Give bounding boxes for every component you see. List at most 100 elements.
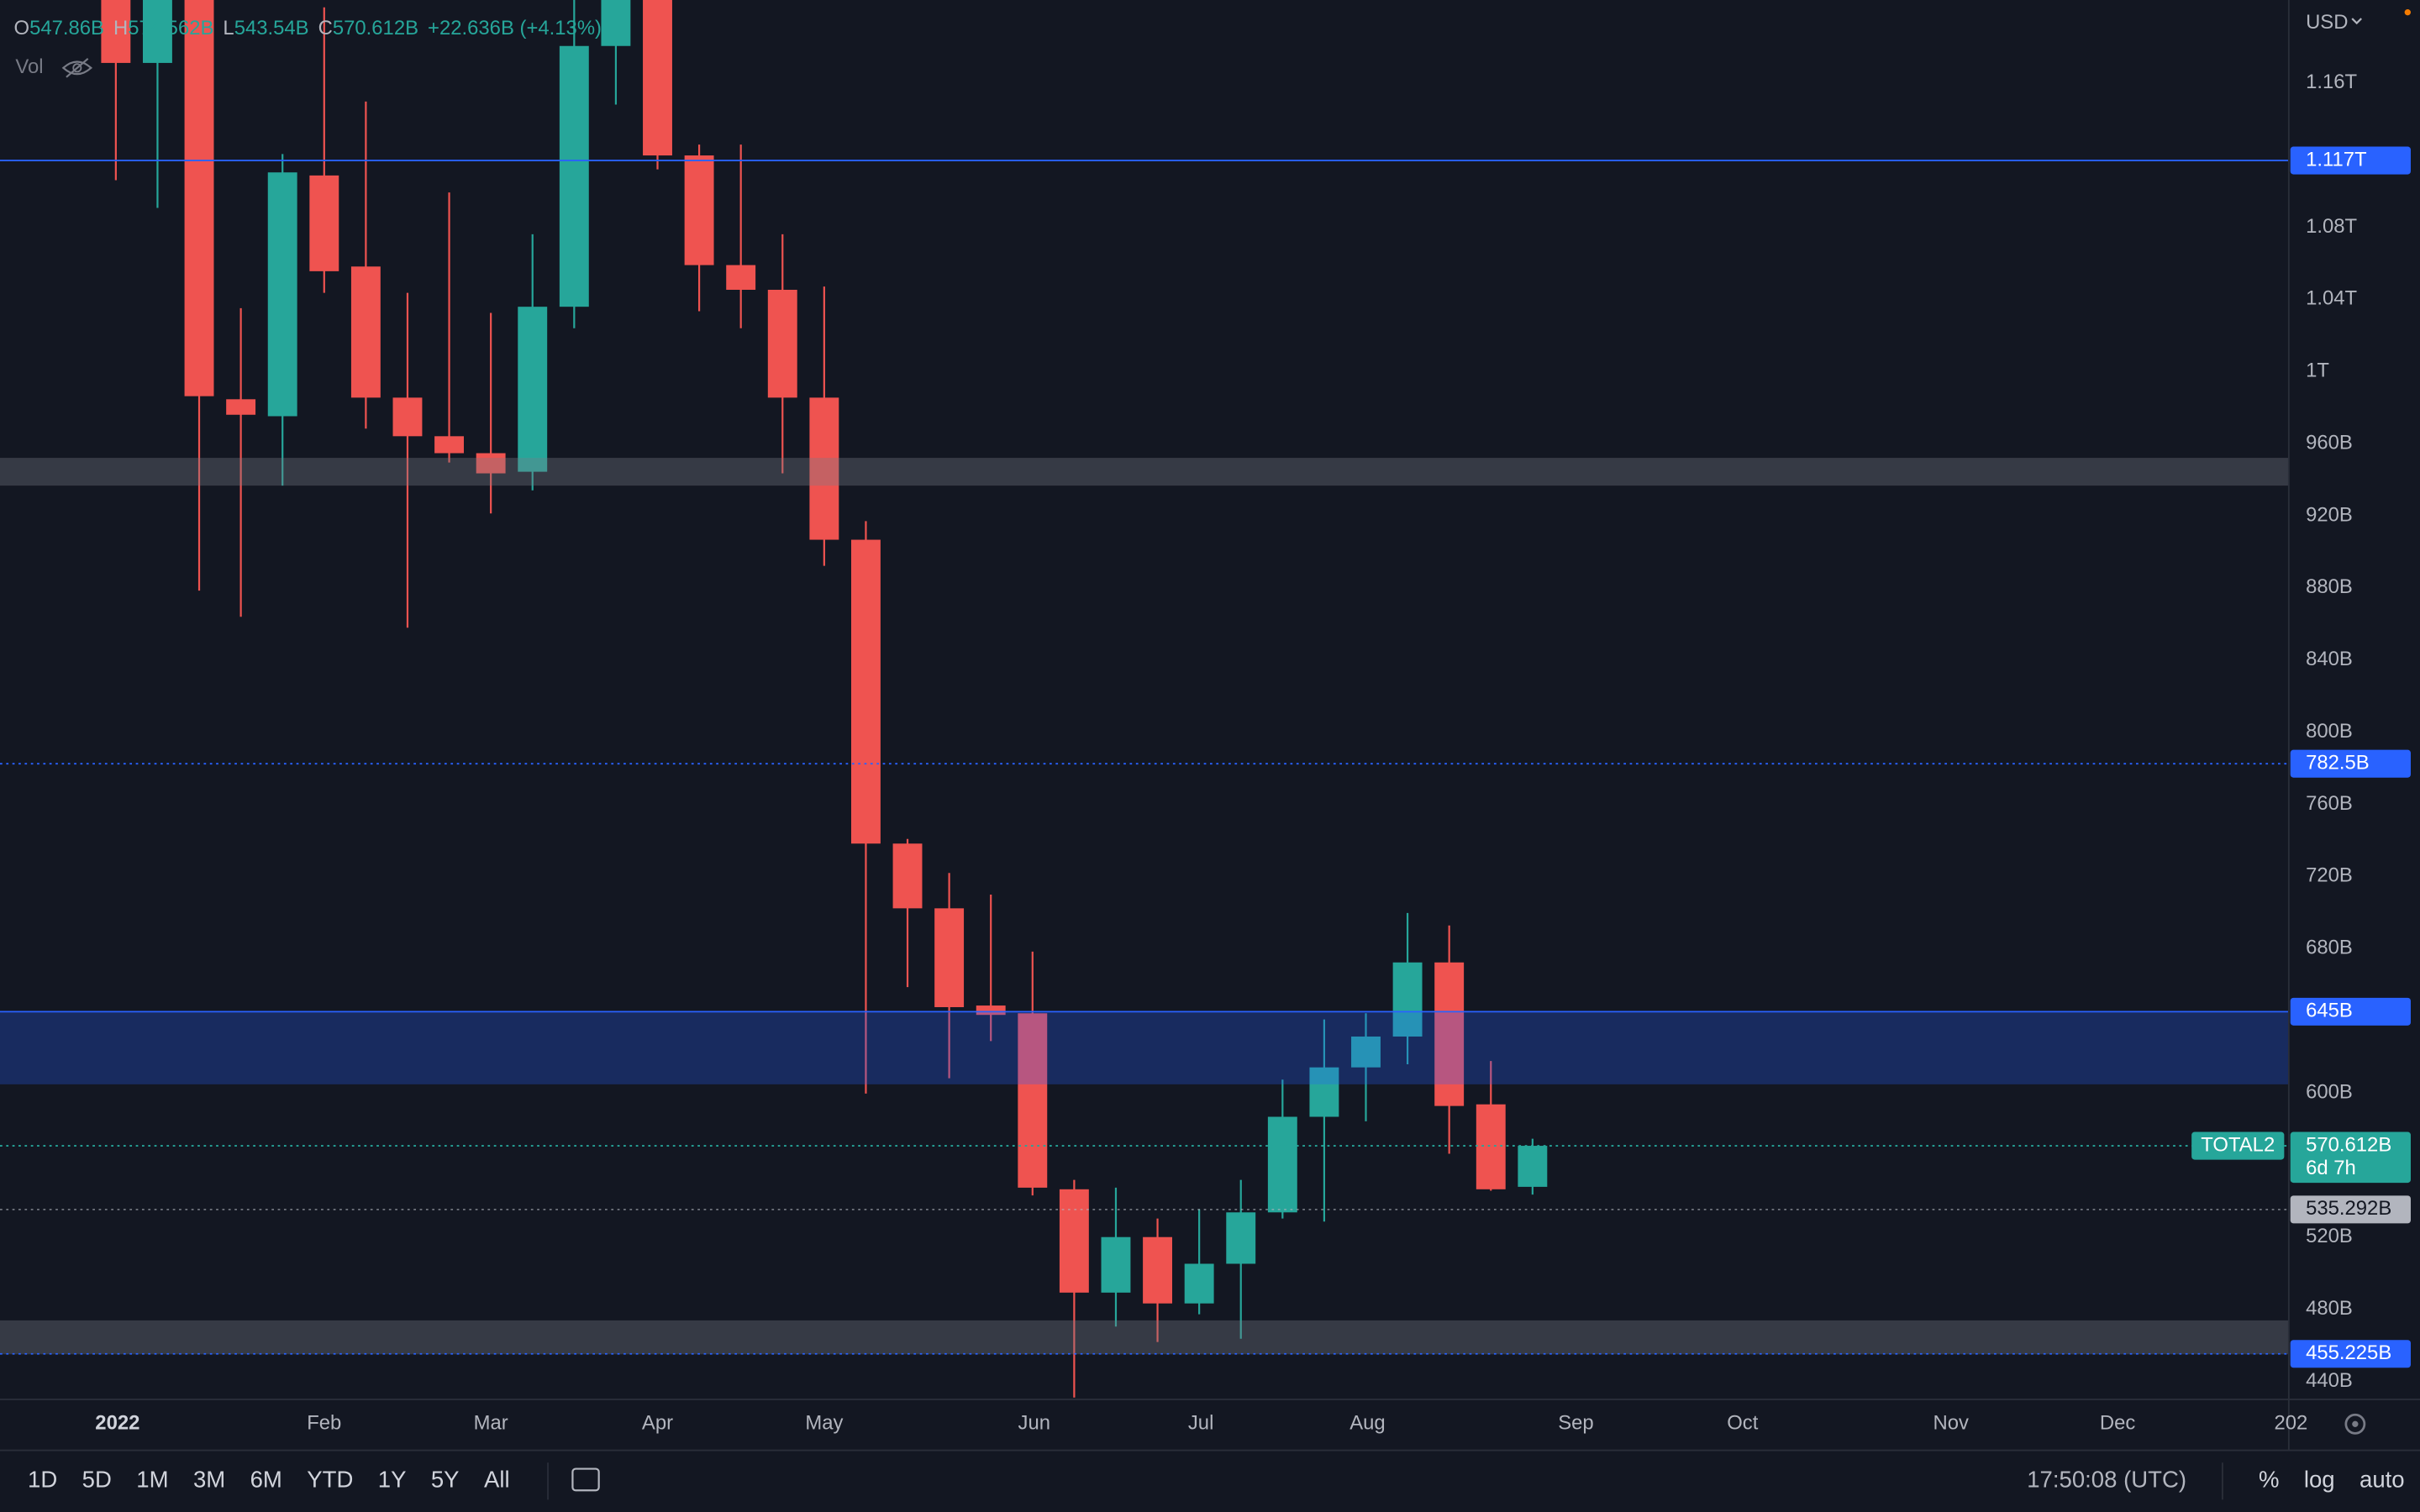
- candle-body: [1392, 962, 1423, 1037]
- price-label-box: [2290, 997, 2411, 1026]
- legend-key: H: [113, 17, 128, 39]
- settings-icon[interactable]: [2344, 1413, 2366, 1435]
- candle-body: [184, 0, 214, 396]
- x-tick-label: Nov: [1933, 1412, 1969, 1435]
- legend-key: O: [14, 17, 30, 39]
- x-tick-label: Feb: [307, 1412, 341, 1435]
- price-label: 570.612B: [2306, 1133, 2391, 1156]
- legend-change: +22.636B (+4.13%): [428, 17, 602, 39]
- x-tick-label: Apr: [642, 1412, 673, 1435]
- x-tick-label: Oct: [1727, 1412, 1758, 1435]
- x-tick-label: 2022: [95, 1412, 139, 1435]
- y-tick-label: 1T: [2306, 360, 2329, 382]
- candle-body: [1143, 1236, 1173, 1304]
- candle-body: [1351, 1036, 1381, 1068]
- y-tick-label: 880B: [2306, 575, 2353, 598]
- y-tick-label: 720B: [2306, 864, 2353, 887]
- price-label-box: [2290, 749, 2411, 778]
- candle-body: [392, 397, 423, 437]
- candle-body: [1518, 1146, 1548, 1187]
- volume-label: Vol: [15, 55, 43, 78]
- x-tick-label: Dec: [2100, 1412, 2136, 1435]
- interval-button[interactable]: 1D: [28, 1467, 57, 1493]
- x-tick-label: Aug: [1349, 1412, 1385, 1435]
- candle-body: [1434, 962, 1465, 1106]
- candle-body: [809, 397, 839, 540]
- y-tick-label: 480B: [2306, 1297, 2353, 1320]
- chart-option[interactable]: auto: [2360, 1467, 2405, 1493]
- y-tick-label: 440B: [2306, 1369, 2353, 1392]
- interval-button[interactable]: 1Y: [378, 1467, 407, 1493]
- currency[interactable]: USD: [2306, 11, 2348, 34]
- y-tick-label: 520B: [2306, 1225, 2353, 1247]
- candle-body: [976, 1005, 1006, 1016]
- legend-value: 543.54B: [234, 17, 309, 39]
- candle-body: [434, 436, 465, 454]
- price-label-box: [2290, 1195, 2411, 1224]
- candle-body: [601, 0, 631, 46]
- candle-body: [726, 265, 756, 290]
- interval-button[interactable]: 3M: [193, 1467, 225, 1493]
- interval-button[interactable]: 5D: [82, 1467, 112, 1493]
- candle-body: [559, 45, 589, 307]
- zone: [0, 458, 2289, 486]
- candle-body: [226, 399, 256, 415]
- date-range-icon[interactable]: [571, 1467, 600, 1492]
- hide-icon[interactable]: [61, 57, 93, 78]
- candle-body: [1101, 1236, 1131, 1293]
- candle-body: [267, 172, 297, 417]
- ohlc-legend: O547.86B H574.562B L543.54B C570.612B +22.63…: [14, 17, 602, 39]
- y-tick-label: 600B: [2306, 1080, 2353, 1103]
- interval-button[interactable]: All: [484, 1467, 510, 1493]
- legend-value: 547.86B: [29, 17, 104, 39]
- clock: 17:50:08 (UTC): [2027, 1467, 2186, 1493]
- price-label-box: [2290, 1340, 2411, 1368]
- x-tick-label: May: [805, 1412, 843, 1435]
- interval-button[interactable]: 1M: [136, 1467, 168, 1493]
- candle-body: [643, 0, 672, 156]
- candle-body: [476, 453, 506, 474]
- candle-body: [767, 289, 797, 398]
- price-label: 782.5B: [2306, 751, 2370, 774]
- x-tick-label: 202: [2274, 1412, 2307, 1435]
- y-tick-label: 680B: [2306, 937, 2353, 959]
- zone: [0, 1320, 2289, 1355]
- interval-button[interactable]: 5Y: [431, 1467, 460, 1493]
- candle-body: [1309, 1067, 1339, 1117]
- candle-body: [101, 0, 131, 63]
- y-tick-label: 1.04T: [2306, 287, 2357, 310]
- legend-value: 574.562B: [128, 17, 213, 39]
- price-label: 645B: [2306, 1000, 2353, 1022]
- candle-body: [1476, 1104, 1506, 1189]
- price-label: 455.225B: [2306, 1341, 2391, 1364]
- candle-body: [1059, 1189, 1089, 1293]
- candle-body: [1018, 1013, 1048, 1188]
- x-tick-label: Mar: [474, 1412, 508, 1435]
- candle-body: [850, 539, 881, 844]
- interval-button[interactable]: 6M: [250, 1467, 282, 1493]
- price-label-box: [2290, 146, 2411, 175]
- y-tick-label: 1.16T: [2306, 71, 2357, 93]
- y-tick-label: 840B: [2306, 648, 2353, 670]
- interval-button[interactable]: YTD: [307, 1467, 353, 1493]
- price-label: 1.117T: [2306, 148, 2367, 171]
- candle-body: [1184, 1263, 1214, 1304]
- zone: [0, 1011, 2289, 1084]
- chart-option[interactable]: log: [2304, 1467, 2335, 1493]
- x-tick-label: Jul: [1188, 1412, 1213, 1435]
- x-tick-label: Jun: [1018, 1412, 1050, 1435]
- candle-body: [1267, 1116, 1297, 1213]
- candle-body: [518, 307, 548, 472]
- candle-body: [309, 175, 339, 271]
- y-tick-label: 920B: [2306, 503, 2353, 526]
- plot-area: [0, 0, 2289, 1398]
- y-tick-label: 960B: [2306, 431, 2353, 454]
- status-dot: [2404, 9, 2411, 16]
- chart-option[interactable]: %: [2259, 1467, 2280, 1493]
- price-label-box: [2290, 1131, 2411, 1184]
- price-label: 535.292B: [2306, 1197, 2391, 1220]
- symbol-tag: TOTAL2: [2201, 1133, 2275, 1156]
- symbol-tag-box: [2191, 1131, 2285, 1160]
